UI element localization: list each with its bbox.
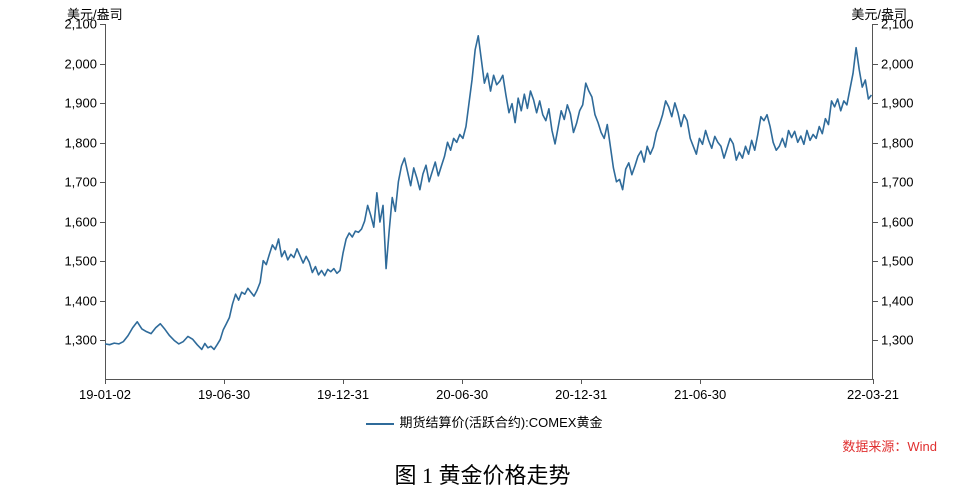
ytick-left: 1,800	[45, 135, 105, 150]
ytick-right: 2,000	[873, 56, 933, 71]
ytick-left: 1,700	[45, 175, 105, 190]
ytick-left: 1,400	[45, 293, 105, 308]
ytick-right: 1,600	[873, 214, 933, 229]
xtick-label: 19-01-02	[79, 379, 131, 402]
ytick-left: 1,300	[45, 333, 105, 348]
ytick-left: 1,600	[45, 214, 105, 229]
legend: 期货结算价(活跃合约):COMEX黄金	[25, 412, 943, 431]
ytick-left: 1,500	[45, 254, 105, 269]
price-line-series	[105, 24, 873, 379]
ytick-right: 1,700	[873, 175, 933, 190]
ytick-right: 1,400	[873, 293, 933, 308]
xtick-label: 19-06-30	[198, 379, 250, 402]
xtick-label: 19-12-31	[317, 379, 369, 402]
ytick-right: 1,800	[873, 135, 933, 150]
ytick-right: 1,500	[873, 254, 933, 269]
ytick-left: 2,000	[45, 56, 105, 71]
xtick-label: 21-06-30	[674, 379, 726, 402]
plot-area: 1,3001,3001,4001,4001,5001,5001,6001,600…	[105, 24, 873, 380]
ytick-right: 1,300	[873, 333, 933, 348]
ytick-right: 2,100	[873, 17, 933, 32]
xtick-label: 20-06-30	[436, 379, 488, 402]
ytick-left: 1,900	[45, 96, 105, 111]
figure-caption: 图 1 黄金价格走势	[0, 458, 965, 490]
legend-swatch	[366, 423, 394, 425]
gold-price-chart: 美元/盎司 美元/盎司 1,3001,3001,4001,4001,5001,5…	[25, 4, 943, 424]
ytick-left: 2,100	[45, 17, 105, 32]
legend-label: 期货结算价(活跃合约):COMEX黄金	[400, 415, 603, 430]
ytick-right: 1,900	[873, 96, 933, 111]
xtick-label: 20-12-31	[555, 379, 607, 402]
data-source: 数据来源：Wind	[842, 436, 937, 455]
xtick-label: 22-03-21	[847, 379, 899, 402]
